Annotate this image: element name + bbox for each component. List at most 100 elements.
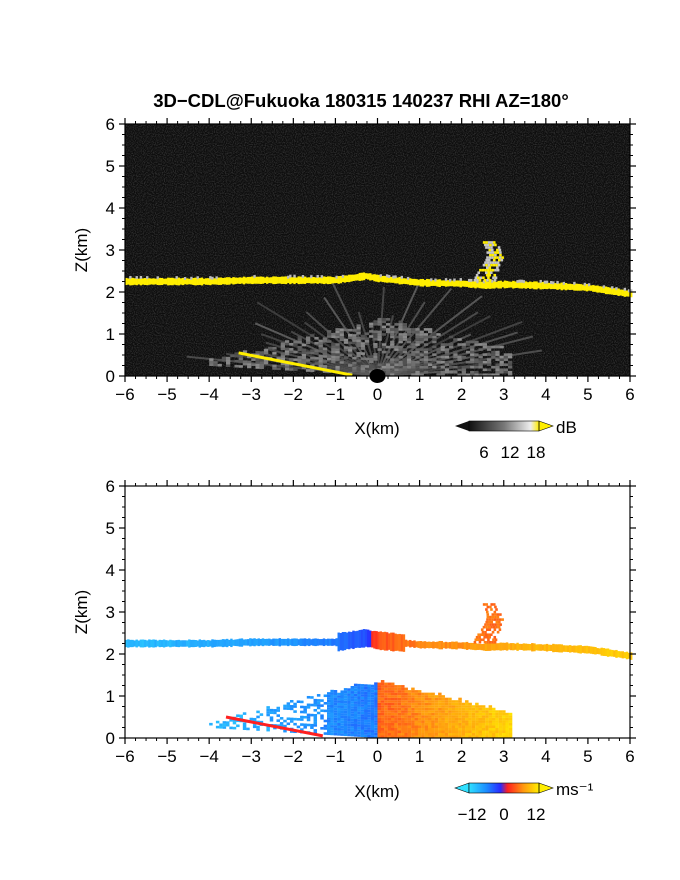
echo-cell — [318, 357, 323, 360]
cloud-layer-cell — [568, 283, 572, 290]
velocity-near-cell — [367, 734, 371, 738]
velocity-near-cell — [431, 697, 435, 701]
cloud-layer-cell — [554, 283, 557, 290]
velocity-near-cell — [330, 689, 334, 693]
cloud-layer-cell — [139, 277, 143, 286]
cloud-edge-cell — [341, 274, 345, 278]
echo-cell — [221, 359, 227, 362]
velocity-near-cell — [481, 730, 486, 734]
velocity-near-cell — [337, 730, 341, 734]
echo-cell — [381, 365, 387, 369]
velocity-near-cell — [367, 686, 371, 690]
echo-cell — [322, 347, 328, 351]
velocity-layer-cell — [247, 639, 250, 646]
velocity-near-cell — [330, 720, 334, 723]
echo-cell — [221, 356, 227, 360]
echo-cell — [360, 342, 365, 345]
cloud-layer-cell — [261, 276, 265, 284]
velocity-layer-cell — [436, 641, 439, 649]
velocity-near-cell — [316, 706, 321, 710]
echo-cell — [310, 369, 315, 373]
velocity-near-cell — [353, 726, 358, 730]
echo-cell — [297, 335, 302, 339]
velocity-layer-cell — [335, 638, 338, 647]
velocity-near-cell — [397, 715, 402, 718]
velocity-layer-cell — [467, 642, 471, 650]
velocity-near-cell — [488, 722, 493, 726]
cloud-layer-cell — [173, 278, 176, 285]
echo-cell — [301, 351, 307, 354]
echo-cell — [297, 346, 302, 349]
echo-cell — [415, 360, 420, 364]
velocity-near-cell — [428, 712, 432, 716]
velocity-near-cell — [498, 710, 503, 713]
velocity-near-cell — [421, 715, 425, 718]
velocity-near-cell — [461, 705, 466, 708]
echo-cell — [369, 355, 374, 358]
velocity-near-cell — [350, 716, 355, 719]
velocity-near-cell — [380, 707, 385, 711]
velocity-near-cell — [357, 706, 361, 710]
velocity-tower-cell — [492, 625, 496, 629]
cloud-layer-cell — [474, 280, 477, 289]
echo-cell — [297, 358, 302, 362]
velocity-near-cell — [428, 695, 432, 698]
x-tick-label: 6 — [625, 747, 634, 766]
velocity-near-cell — [340, 697, 344, 701]
echo-cell — [503, 368, 509, 372]
cloud-layer-cell — [480, 281, 484, 289]
velocity-tower-cell — [495, 620, 499, 624]
velocity-near-cell — [451, 720, 456, 723]
velocity-near-cell — [390, 682, 395, 686]
tower-cell — [497, 246, 501, 249]
tower-cell — [487, 241, 491, 244]
cloud-layer-cell — [141, 278, 145, 285]
echo-cell — [432, 363, 437, 366]
velocity-tower-cell — [485, 620, 488, 624]
velocity-near-cell — [411, 722, 415, 726]
velocity-colorbar: ms⁻¹ −12 0 12 — [454, 780, 594, 824]
velocity-near-cell — [454, 715, 459, 718]
velocity-near-cell — [401, 687, 405, 691]
cloud-edge-cell — [587, 283, 591, 287]
echo-cell — [331, 353, 336, 356]
echo-cell — [335, 358, 340, 361]
cloud-layer-cell — [167, 277, 170, 286]
cloud-layer-cell — [169, 277, 172, 286]
velocity-near-cell — [269, 716, 274, 720]
velocity-layer-cell — [167, 640, 170, 647]
velocity-near-cell — [266, 728, 270, 732]
echo-cell — [423, 360, 429, 364]
velocity-near-cell — [350, 701, 355, 704]
velocity-near-cell — [387, 725, 392, 728]
echo-cell — [335, 335, 340, 339]
velocity-near-cell — [431, 730, 435, 734]
velocity-tower-cell — [490, 625, 493, 629]
velocity-near-cell — [360, 689, 365, 692]
velocity-near-cell — [434, 705, 439, 708]
velocity-tower-cell — [481, 630, 485, 634]
velocity-layer-cell — [558, 644, 561, 653]
echo-cell — [482, 345, 488, 349]
cloud-layer-cell — [278, 276, 282, 284]
velocity-near-cell — [343, 730, 348, 734]
velocity-layer-cell — [366, 629, 370, 648]
velocity-near-cell — [404, 720, 408, 723]
cloud-layer-cell — [186, 278, 189, 285]
echo-cell — [238, 355, 243, 358]
cloud-edge-cell — [335, 275, 338, 279]
velocity-tower-cell — [496, 613, 500, 616]
cloud-layer-cell — [581, 284, 585, 291]
velocity-near-cell — [384, 712, 388, 716]
velocity-near-cell — [353, 698, 358, 702]
tower-cell — [486, 251, 490, 254]
velocity-near-cell — [431, 712, 435, 716]
velocity-ylabel: Z(km) — [72, 590, 91, 634]
cloud-layer-cell — [234, 277, 237, 284]
velocity-near-cell — [327, 707, 331, 710]
velocity-layer-cell — [131, 639, 134, 648]
echo-cell — [461, 343, 466, 346]
velocity-near-cell — [475, 722, 479, 726]
velocity-near-cell — [343, 700, 348, 704]
velocity-near-cell — [353, 691, 358, 694]
